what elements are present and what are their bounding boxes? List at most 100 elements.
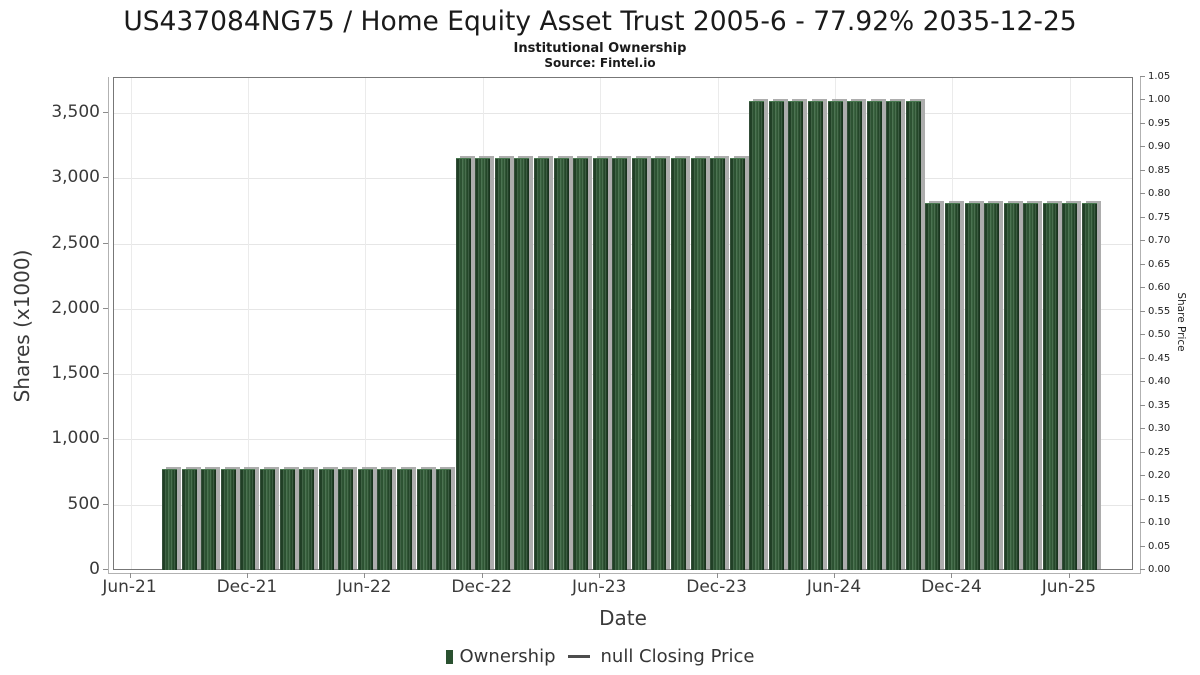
legend-item-ownership[interactable]: Ownership (445, 646, 556, 667)
ownership-bar[interactable] (494, 158, 510, 570)
ownership-bar[interactable] (1081, 203, 1097, 570)
ownership-bar[interactable] (553, 158, 569, 570)
y-right-tick-mark (1140, 498, 1145, 500)
ownership-bar[interactable] (612, 158, 628, 570)
ownership-bar[interactable] (592, 158, 608, 570)
x-tick-label: Dec-22 (451, 577, 513, 597)
x-tick-label: Jun-25 (1041, 577, 1097, 597)
y-right-tick-mark (1140, 475, 1145, 477)
y-right-tick-label: 0.15 (1148, 493, 1171, 505)
y-left-tick-label: 1,500 (51, 363, 100, 384)
ownership-bar[interactable] (377, 468, 393, 570)
ownership-bar[interactable] (866, 100, 882, 570)
ownership-bar[interactable] (338, 468, 354, 570)
ownership-bar[interactable] (827, 100, 843, 570)
ownership-bar[interactable] (475, 158, 491, 570)
ownership-bar[interactable] (220, 468, 236, 570)
ownership-bar[interactable] (749, 100, 765, 570)
y-left-tick-mark (103, 503, 108, 505)
y-left-tick-mark (103, 242, 108, 244)
chart-subtitle: Institutional Ownership (513, 41, 687, 56)
y-right-tick-label: 0.80 (1148, 188, 1171, 200)
ownership-bar[interactable] (436, 468, 452, 570)
ownership-bar[interactable] (729, 158, 745, 570)
y-right-tick-mark (1140, 76, 1145, 77)
ownership-bar[interactable] (788, 100, 804, 570)
x-tick-mark (129, 573, 131, 578)
x-axis-title: Date (599, 606, 647, 630)
ownership-bar[interactable] (984, 203, 1000, 570)
legend-ownership-label: Ownership (459, 646, 556, 667)
y-right-tick-label: 0.55 (1148, 305, 1171, 317)
ownership-bar[interactable] (807, 100, 823, 570)
ownership-bar[interactable] (1003, 203, 1019, 570)
y-left-tick-label: 3,500 (51, 102, 100, 122)
y-right-tick-label: 0.45 (1148, 352, 1171, 364)
y-right-tick-mark (1140, 287, 1145, 289)
y-right-tick-mark (1140, 334, 1145, 336)
x-tick-mark (599, 573, 601, 578)
y-right-tick-label: 0.05 (1148, 540, 1171, 552)
ownership-bar[interactable] (318, 468, 334, 570)
y-left-tick-mark (103, 112, 108, 113)
ownership-bar-marker-icon (445, 649, 453, 664)
ownership-bar[interactable] (1042, 203, 1058, 570)
ownership-bar[interactable] (1062, 203, 1078, 570)
y-left-tick-mark (103, 373, 108, 375)
ownership-bar[interactable] (768, 100, 784, 570)
y-left-tick-label: 2,500 (51, 232, 100, 253)
y-right-tick-label: 0.70 (1148, 235, 1171, 247)
ownership-bar[interactable] (670, 158, 686, 570)
y-right-tick-mark (1140, 428, 1145, 430)
y-right-tick-mark (1140, 569, 1145, 570)
ownership-bar[interactable] (240, 468, 256, 570)
x-tick-mark (716, 573, 718, 578)
ownership-bar[interactable] (847, 100, 863, 570)
ownership-bar[interactable] (573, 158, 589, 570)
legend: Ownership null Closing Price (0, 646, 1200, 667)
chart-title: US437084NG75 / Home Equity Asset Trust 2… (123, 6, 1077, 37)
y-right-tick-label: 0.65 (1148, 258, 1171, 270)
ownership-bar[interactable] (690, 158, 706, 570)
ownership-bar[interactable] (1023, 203, 1039, 570)
ownership-bar[interactable] (181, 468, 197, 570)
ownership-bar[interactable] (259, 468, 275, 570)
ownership-bar[interactable] (514, 158, 530, 570)
y-right-tick-label: 1.05 (1148, 71, 1171, 82)
ownership-bar[interactable] (279, 468, 295, 570)
y-right-tick-label: 0.10 (1148, 517, 1171, 529)
gridline-v (247, 78, 249, 569)
legend-item-closing-price[interactable]: null Closing Price (564, 646, 755, 667)
y-right-tick-label: 0.25 (1148, 446, 1171, 458)
ownership-bar[interactable] (964, 203, 980, 570)
ownership-bar[interactable] (299, 468, 315, 570)
ownership-bar[interactable] (162, 468, 178, 570)
x-tick-label: Jun-21 (102, 577, 157, 597)
gridline-v (130, 78, 132, 569)
y-right-tick-mark (1140, 146, 1145, 148)
y-right-tick-mark (1140, 99, 1145, 101)
legend-closing-price-label: null Closing Price (600, 646, 755, 667)
ownership-bar[interactable] (533, 158, 549, 570)
y-left-tick-mark (103, 569, 108, 570)
y-right-tick-mark (1140, 193, 1145, 195)
ownership-bar[interactable] (886, 100, 902, 570)
ownership-bar[interactable] (651, 158, 667, 570)
ownership-bar[interactable] (201, 468, 217, 570)
chart-source: Source: Fintel.io (544, 56, 656, 70)
ownership-bar[interactable] (455, 158, 471, 570)
ownership-bar[interactable] (396, 468, 412, 570)
y-right-tick-label: 0.85 (1148, 164, 1171, 176)
closing-price-line-marker-icon (567, 655, 590, 658)
y-right-tick-label: 0.90 (1148, 141, 1171, 153)
ownership-bar[interactable] (710, 158, 726, 570)
ownership-bar[interactable] (416, 468, 432, 570)
y-right-tick-label: 0.60 (1148, 282, 1171, 294)
ownership-bar[interactable] (944, 203, 960, 570)
ownership-bar[interactable] (905, 100, 921, 570)
ownership-bar[interactable] (357, 468, 373, 570)
ownership-bar[interactable] (925, 203, 941, 570)
ownership-bar[interactable] (631, 158, 647, 570)
y-right-tick-label: 0.35 (1148, 399, 1171, 411)
